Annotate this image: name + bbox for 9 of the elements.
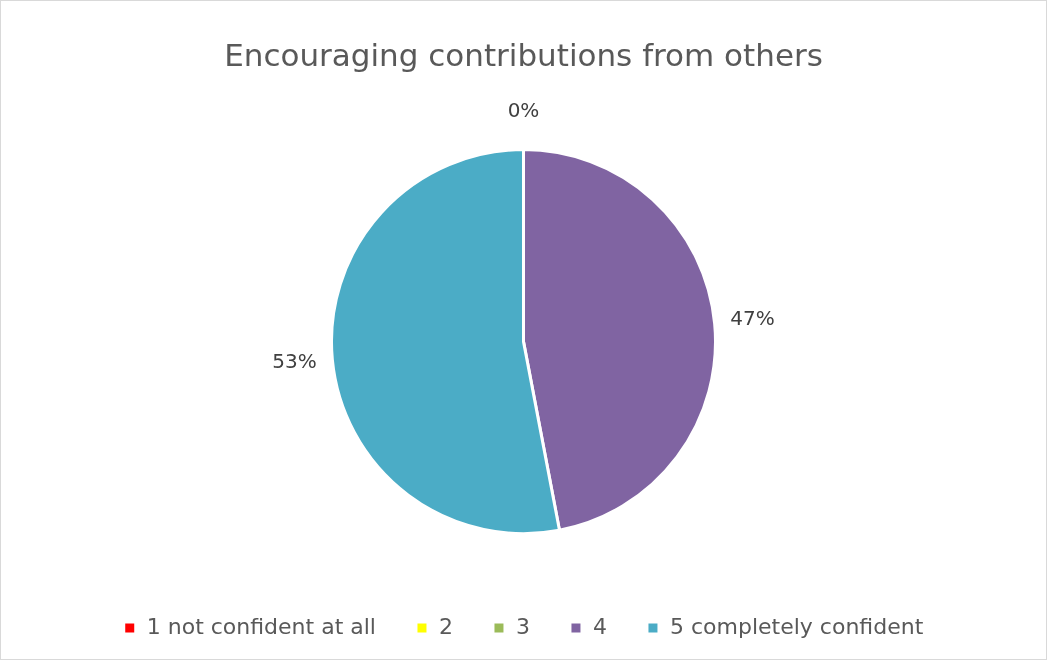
text: 0% xyxy=(507,97,540,122)
legend-label: 1 not confident at all xyxy=(146,613,376,639)
legend-label: 3 xyxy=(515,613,530,639)
legend-label: 5 completely confident xyxy=(669,613,924,639)
data-label: 47% xyxy=(730,306,775,331)
data-label: 53% xyxy=(272,349,317,374)
legend-label: 4 xyxy=(592,613,607,639)
chart-title: Encouraging contributions from others xyxy=(224,36,823,73)
legend-label: 2 xyxy=(438,613,453,639)
